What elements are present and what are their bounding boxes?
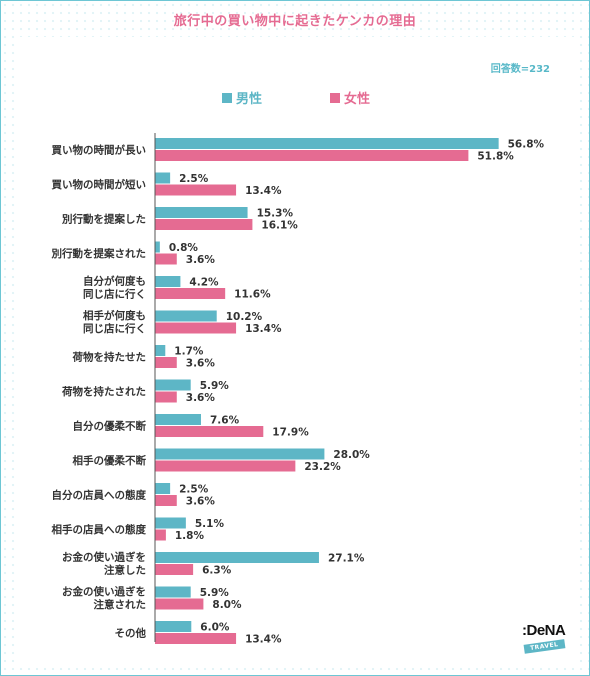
value-label-female: 3.6% xyxy=(186,392,216,404)
value-label-female: 51.8% xyxy=(477,151,514,163)
value-label-male: 15.3% xyxy=(257,208,294,220)
bar-male xyxy=(155,379,191,391)
value-label-female: 3.6% xyxy=(186,358,216,370)
value-label-male: 0.8% xyxy=(169,242,199,254)
bar-male xyxy=(155,414,201,425)
bar-male xyxy=(155,448,325,460)
category-label-line: 自分が何度も xyxy=(83,275,146,288)
value-label-male: 10.2% xyxy=(226,311,263,323)
category-label-line: 相手が何度も xyxy=(83,309,146,322)
value-label-female: 16.1% xyxy=(261,220,298,232)
dena-travel-logo: :DeNA TRAVEL xyxy=(522,622,574,660)
value-label-male: 5.9% xyxy=(200,380,230,392)
bar-female xyxy=(155,460,296,472)
bar-male xyxy=(155,517,186,529)
value-label-male: 7.6% xyxy=(210,415,240,427)
value-label-male: 27.1% xyxy=(328,553,365,565)
category-label-line: お金の使い過ぎを xyxy=(62,551,146,564)
value-label-female: 8.0% xyxy=(212,599,242,611)
category-label-line: 同じ店に行く xyxy=(83,322,146,335)
bar-female xyxy=(155,495,177,506)
bar-male xyxy=(155,586,191,598)
bar-male xyxy=(155,483,171,494)
bar-male xyxy=(155,138,499,149)
value-label-female: 13.4% xyxy=(245,323,282,335)
legend-female-swatch xyxy=(330,93,340,103)
category-label: 荷物を持たせた xyxy=(72,351,147,364)
category-label-line: お金の使い過ぎを xyxy=(62,585,146,598)
value-label-male: 5.1% xyxy=(195,518,225,530)
category-label-line: 注意された xyxy=(94,598,147,611)
category-label: お金の使い過ぎを注意した xyxy=(62,551,146,577)
value-label-female: 13.4% xyxy=(245,634,282,646)
logo-text: :DeNA xyxy=(522,622,566,639)
bar-male xyxy=(155,276,181,287)
bar-female xyxy=(155,529,166,541)
bar-female xyxy=(155,564,194,575)
bar-female xyxy=(155,219,253,230)
category-label: 相手の優柔不断 xyxy=(73,454,147,467)
bar-male xyxy=(155,241,160,253)
chart-title: 旅行中の買い物中に起きたケンカの理由 xyxy=(173,14,417,29)
value-label-female: 17.9% xyxy=(272,427,309,439)
category-label: 相手の店員への態度 xyxy=(52,523,147,536)
legend-male-swatch xyxy=(222,93,232,103)
legend-female-label: 女性 xyxy=(344,92,371,107)
category-label: 買い物の時間が長い xyxy=(52,144,147,157)
bar-female xyxy=(155,357,177,368)
category-label: 自分の店員への態度 xyxy=(52,489,147,502)
value-label-female: 13.4% xyxy=(245,185,282,197)
value-label-male: 2.5% xyxy=(179,484,209,496)
category-label: 自分が何度も同じ店に行く xyxy=(83,275,146,301)
bar-male xyxy=(155,310,217,322)
value-label-female: 6.3% xyxy=(202,565,232,577)
category-label: 別行動を提案した xyxy=(61,213,146,226)
response-count: 回答数=232 xyxy=(490,64,550,75)
bar-male xyxy=(155,207,248,218)
category-label: 別行動を提案された xyxy=(51,247,147,260)
bar-female xyxy=(155,288,226,299)
bar-female xyxy=(155,391,177,403)
value-label-male: 2.5% xyxy=(179,173,209,185)
category-label: 買い物の時間が短い xyxy=(52,178,147,191)
value-label-female: 11.6% xyxy=(234,289,271,301)
category-label: 相手が何度も同じ店に行く xyxy=(83,309,146,335)
category-label: 荷物を持たされた xyxy=(61,385,146,398)
value-label-female: 23.2% xyxy=(304,461,341,473)
value-label-male: 56.8% xyxy=(508,139,545,151)
bar-female xyxy=(155,426,264,437)
bar-female xyxy=(155,150,469,161)
value-label-male: 5.9% xyxy=(200,587,230,599)
value-label-female: 3.6% xyxy=(186,496,216,508)
logo-tag: TRAVEL xyxy=(523,639,565,654)
legend-male-label: 男性 xyxy=(236,92,263,107)
bar-male xyxy=(155,552,319,563)
category-label-line: 同じ店に行く xyxy=(83,288,146,301)
category-label-line: 注意した xyxy=(104,564,146,577)
value-label-male: 4.2% xyxy=(189,277,219,289)
bar-female xyxy=(155,598,204,610)
category-label: お金の使い過ぎを注意された xyxy=(62,585,146,611)
bar-male xyxy=(155,621,192,632)
legend-female: 女性 xyxy=(330,88,370,107)
value-label-male: 28.0% xyxy=(333,449,370,461)
value-label-female: 3.6% xyxy=(186,254,216,266)
bar-male xyxy=(155,172,171,184)
value-label-female: 1.8% xyxy=(175,530,205,542)
category-label: その他 xyxy=(115,627,147,640)
value-label-male: 6.0% xyxy=(200,622,230,634)
value-label-male: 1.7% xyxy=(174,346,204,358)
bar-female xyxy=(155,253,177,265)
bar-female xyxy=(155,633,237,644)
category-label: 自分の優柔不断 xyxy=(73,420,147,433)
legend-male: 男性 xyxy=(222,88,262,107)
bar-female xyxy=(155,322,237,334)
bar-female xyxy=(155,184,237,196)
bar-male xyxy=(155,345,166,356)
